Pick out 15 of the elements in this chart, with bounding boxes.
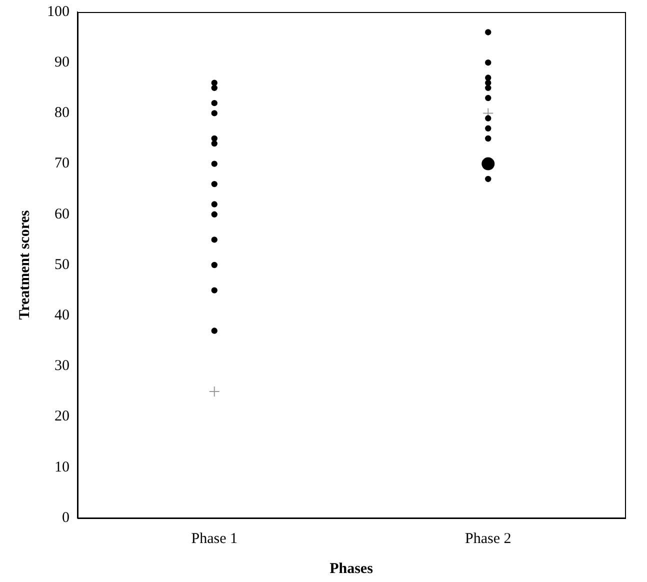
y-tick-label: 100 (47, 4, 70, 20)
y-axis-title: Treatment scores (16, 210, 33, 320)
y-tick-label: 70 (54, 156, 70, 172)
y-tick-label: 40 (54, 308, 70, 324)
x-tick-label: Phase 1 (191, 530, 238, 547)
y-tick-label: 60 (54, 206, 70, 222)
y-tick-label: 20 (54, 408, 70, 425)
y-tick-label: 90 (54, 54, 70, 71)
y-tick-label: 50 (54, 256, 70, 273)
y-tick-label: 80 (54, 105, 70, 122)
y-tick-label: 0 (62, 510, 70, 526)
x-axis-title: Phases (330, 560, 374, 577)
y-tick-label: 30 (54, 358, 70, 374)
x-tick-label: Phase 2 (465, 530, 512, 547)
y-tick-label: 10 (54, 459, 70, 476)
